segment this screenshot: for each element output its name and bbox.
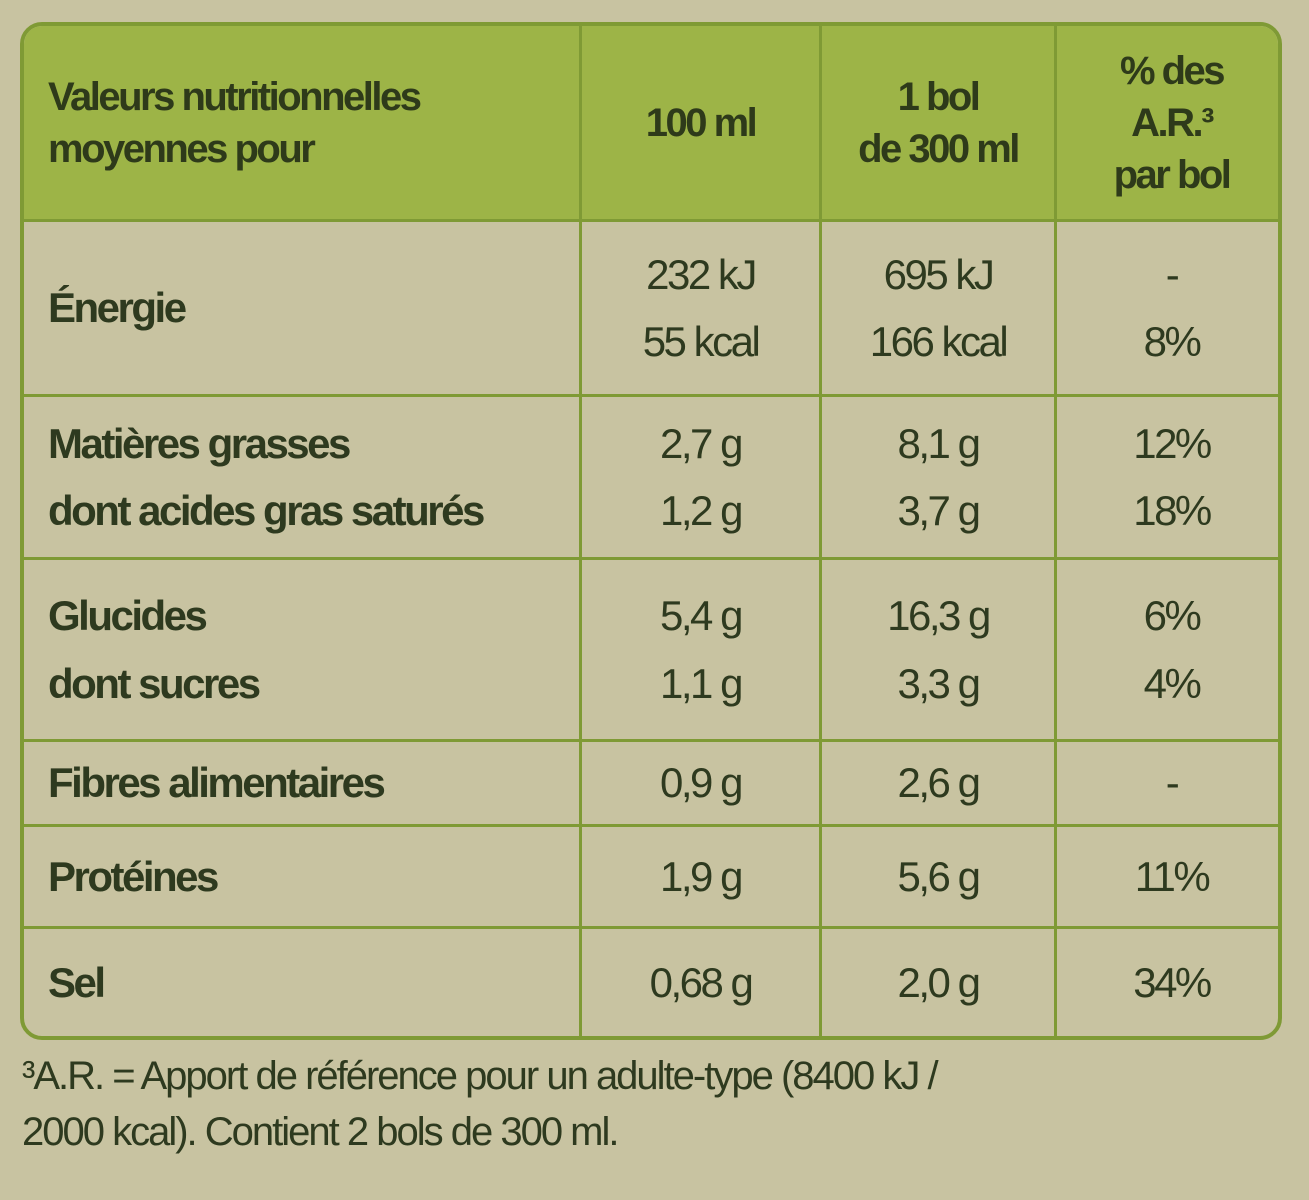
value-per-bowl: 5,6 g [819, 827, 1054, 926]
table-row: Matières grasses dont acides gras saturés… [24, 394, 1278, 557]
value-per-bowl-line: 3,7 g [897, 487, 981, 534]
header-cell-line: A.R.³ [1131, 100, 1214, 145]
header-cell-line: 100 ml [645, 100, 758, 145]
footnote: ³A.R. = Apport de référence pour un adul… [22, 1048, 1272, 1160]
value-per-bowl-line: 8,1 g [897, 419, 981, 467]
header-cell-line: Valeurs nutritionnelles [48, 74, 422, 119]
value-per-100ml-line: 1,9 g [660, 852, 743, 900]
header-cell-line: % des [1119, 48, 1226, 93]
value-per-100ml: 0,9 g [579, 742, 819, 824]
value-reference-intake-line: 18% [1133, 487, 1212, 534]
value-per-bowl-line: 166 kcal [869, 318, 1009, 365]
header-cell-line: 1 bol [897, 74, 981, 119]
nutrition-table: Valeurs nutritionnelles moyennes pour 100 … [20, 22, 1282, 1040]
footnote-line: ³A.R. = Apport de référence pour un adul… [22, 1054, 939, 1098]
nutrient-label-line: Sel [48, 958, 106, 1006]
value-reference-intake: - 8% [1054, 222, 1278, 394]
nutrient-label-line: dont acides gras saturés [48, 487, 485, 534]
nutrient-label: Fibres alimentaires [24, 742, 579, 824]
value-reference-intake-line: - [1165, 250, 1180, 298]
value-per-bowl: 16,3 g 3,3 g [819, 560, 1054, 739]
value-per-100ml-line: 232 kJ [646, 250, 757, 298]
table-header: Valeurs nutritionnelles moyennes pour 100 … [24, 26, 1278, 219]
header-cell-line: par bol [1113, 152, 1232, 197]
value-per-bowl: 8,1 g 3,7 g [819, 397, 1054, 557]
table-row: Fibres alimentaires 0,9 g 2,6 g - [24, 739, 1278, 824]
value-per-bowl-line: 3,3 g [897, 659, 981, 707]
nutrient-label-line: Protéines [48, 852, 219, 900]
nutrient-label: Matières grasses dont acides gras saturés [24, 397, 579, 557]
value-reference-intake-line: 11% [1134, 852, 1211, 900]
value-reference-intake-line: 12% [1133, 419, 1212, 467]
header-cell: 1 bol de 300 ml [819, 26, 1054, 219]
nutrient-label: Sel [24, 929, 579, 1036]
value-reference-intake-line: 34% [1133, 958, 1212, 1006]
value-per-bowl: 695 kJ 166 kcal [819, 222, 1054, 394]
value-per-100ml: 5,4 g 1,1 g [579, 560, 819, 739]
value-per-100ml-line: 1,2 g [660, 487, 743, 534]
nutrient-label-line: dont sucres [48, 659, 261, 707]
value-per-100ml-line: 5,4 g [660, 592, 743, 640]
value-reference-intake-line: 6% [1143, 592, 1202, 640]
nutrient-label: Glucides dont sucres [24, 560, 579, 739]
value-reference-intake: 11% [1054, 827, 1278, 926]
table-row: Énergie 232 kJ 55 kcal 695 kJ 166 kcal - 8% [24, 219, 1278, 394]
header-cell-line: de 300 ml [858, 126, 1020, 171]
table-row: Glucides dont sucres 5,4 g 1,1 g 16,3 g 3,3 g… [24, 557, 1278, 739]
value-per-100ml: 1,9 g [579, 827, 819, 926]
nutrient-label-line: Énergie [48, 284, 187, 332]
nutrient-label: Protéines [24, 827, 579, 926]
value-per-bowl: 2,0 g [819, 929, 1054, 1036]
header-cell: Valeurs nutritionnelles moyennes pour [24, 26, 579, 219]
value-per-bowl-line: 2,6 g [897, 759, 981, 807]
value-per-100ml: 0,68 g [579, 929, 819, 1036]
value-per-100ml-line: 0,68 g [649, 958, 754, 1006]
footnote-line: 2000 kcal). Contient 2 bols de 300 ml. [22, 1110, 620, 1154]
value-per-100ml: 2,7 g 1,2 g [579, 397, 819, 557]
value-per-100ml: 232 kJ 55 kcal [579, 222, 819, 394]
value-reference-intake-line: - [1165, 759, 1180, 807]
value-reference-intake-line: 8% [1143, 318, 1202, 365]
value-reference-intake: 6% 4% [1054, 560, 1278, 739]
value-reference-intake-line: 4% [1143, 659, 1202, 707]
value-per-bowl-line: 695 kJ [883, 250, 995, 298]
value-reference-intake: 34% [1054, 929, 1278, 1036]
nutrient-label-line: Glucides [48, 592, 208, 640]
nutrient-label-line: Fibres alimentaires [48, 759, 386, 807]
value-per-bowl-line: 2,0 g [897, 958, 981, 1006]
header-cell-line: moyennes pour [48, 126, 316, 171]
value-per-bowl-line: 5,6 g [897, 852, 981, 900]
header-cell: 100 ml [579, 26, 819, 219]
nutrient-label: Énergie [24, 222, 579, 394]
value-per-100ml-line: 0,9 g [660, 759, 743, 807]
value-per-100ml-line: 55 kcal [642, 318, 761, 365]
value-reference-intake: 12% 18% [1054, 397, 1278, 557]
table-row: Sel 0,68 g 2,0 g 34% [24, 926, 1278, 1036]
header-cell: % des A.R.³ par bol [1054, 26, 1278, 219]
value-per-bowl-line: 16,3 g [887, 592, 991, 640]
value-per-100ml-line: 1,1 g [660, 659, 743, 707]
table-row: Protéines 1,9 g 5,6 g 11% [24, 824, 1278, 926]
value-per-bowl: 2,6 g [819, 742, 1054, 824]
value-per-100ml-line: 2,7 g [660, 419, 743, 467]
nutrient-label-line: Matières grasses [48, 419, 351, 467]
value-reference-intake: - [1054, 742, 1278, 824]
